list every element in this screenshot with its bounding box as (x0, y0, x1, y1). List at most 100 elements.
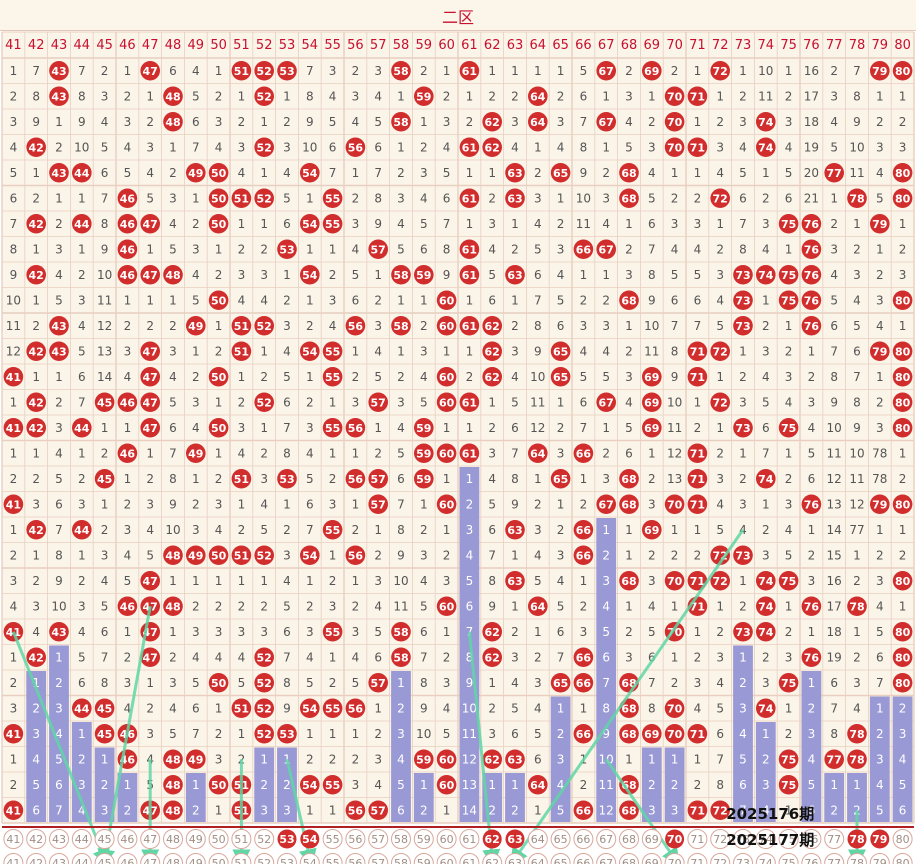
drawn-ball (892, 672, 913, 693)
miss-count: 8 (648, 701, 656, 715)
drawn-ball-number: 62 (485, 116, 500, 129)
miss-count: 17 (827, 599, 842, 613)
miss-count: 2 (124, 319, 132, 333)
drawn-ball-number: 47 (143, 396, 158, 409)
miss-count: 1 (192, 344, 200, 358)
miss-count: 3 (625, 650, 633, 664)
candidate-ball (664, 853, 685, 864)
streak-value: 1 (397, 676, 405, 690)
candidate-ball (892, 829, 913, 849)
candidate-ball (185, 829, 206, 849)
drawn-ball (642, 723, 662, 744)
miss-count: 9 (101, 242, 109, 256)
column-header-47: 47 (142, 38, 159, 53)
streak-value: 4 (602, 599, 610, 613)
drawn-ball (231, 698, 252, 719)
miss-count: 3 (557, 446, 565, 460)
drawn-ball (528, 86, 548, 107)
drawn-ball-number: 59 (416, 422, 431, 435)
miss-count: 3 (762, 676, 770, 690)
candidate-number: 74 (759, 833, 773, 846)
miss-count: 1 (488, 64, 496, 78)
drawn-ball (573, 239, 594, 260)
candidate-ball (459, 829, 480, 849)
drawn-ball (208, 545, 229, 566)
miss-count: 5 (830, 293, 838, 307)
drawn-ball-number: 74 (758, 473, 774, 486)
miss-count: 1 (32, 446, 40, 460)
candidate-ball (573, 829, 594, 849)
miss-count: 1 (169, 625, 177, 639)
drawn-ball-number: 67 (599, 498, 614, 511)
drawn-ball (231, 315, 252, 336)
miss-count: 4 (215, 650, 223, 664)
candidate-number: 71 (690, 833, 704, 846)
drawn-ball (505, 519, 525, 540)
drawn-ball-number: 54 (302, 345, 318, 358)
candidate-number: 49 (189, 857, 203, 864)
drawn-ball-number: 49 (188, 320, 203, 333)
miss-count: 3 (352, 625, 360, 639)
drawn-ball-number: 60 (439, 396, 455, 409)
miss-count: 1 (215, 701, 223, 715)
miss-count: 1 (466, 344, 474, 358)
drawn-ball-number: 44 (74, 218, 90, 231)
miss-count: 7 (283, 421, 291, 435)
drawn-ball (140, 570, 160, 591)
streak-value: 3 (671, 803, 679, 817)
drawn-ball (72, 519, 92, 540)
drawn-ball (870, 494, 890, 515)
candidate-ball (824, 829, 845, 849)
miss-count: 7 (283, 650, 291, 664)
miss-count: 2 (853, 650, 861, 664)
streak-value: 2 (55, 676, 63, 690)
drawn-ball-number: 75 (781, 753, 796, 766)
drawn-ball (231, 341, 252, 362)
column-header-60: 60 (438, 38, 455, 53)
miss-count: 3 (260, 268, 268, 282)
miss-count: 1 (10, 752, 18, 766)
drawn-ball-number: 56 (348, 473, 364, 486)
miss-count: 1 (169, 140, 177, 154)
drawn-ball (117, 596, 138, 617)
drawn-ball-number: 64 (530, 116, 546, 129)
drawn-ball (756, 621, 776, 642)
miss-count: 4 (420, 370, 428, 384)
miss-count: 1 (785, 319, 793, 333)
drawn-ball (322, 188, 343, 209)
miss-count: 2 (306, 599, 314, 613)
miss-count: 2 (420, 64, 428, 78)
candidate-number: 41 (6, 833, 20, 846)
miss-count: 5 (352, 676, 360, 690)
drawn-ball-number: 42 (29, 141, 44, 154)
drawn-ball (847, 596, 867, 617)
miss-count: 3 (192, 625, 200, 639)
miss-count: 1 (671, 599, 679, 613)
drawn-ball (892, 162, 913, 183)
miss-count: 3 (580, 319, 588, 333)
miss-count: 3 (739, 115, 747, 129)
drawn-ball (436, 443, 457, 464)
miss-count: 3 (352, 89, 360, 103)
miss-count: 2 (352, 523, 360, 537)
drawn-ball (459, 443, 480, 464)
drawn-ball (459, 392, 480, 413)
candidate-ball (550, 853, 571, 864)
drawn-ball-number: 75 (781, 422, 796, 435)
drawn-ball-number: 80 (895, 575, 911, 588)
candidate-ball (254, 853, 275, 864)
candidate-ball (619, 853, 639, 864)
drawn-ball-number: 62 (485, 141, 500, 154)
drawn-ball (619, 774, 639, 795)
miss-count: 3 (625, 268, 633, 282)
miss-count: 3 (238, 140, 246, 154)
candidate-number: 45 (98, 857, 112, 864)
streak-value: 2 (283, 778, 291, 792)
miss-count: 7 (694, 319, 702, 333)
miss-count: 11 (667, 421, 682, 435)
miss-count: 1 (511, 599, 519, 613)
miss-count: 3 (146, 140, 154, 154)
candidate-number: 75 (782, 857, 796, 864)
drawn-ball-number: 66 (576, 804, 592, 817)
miss-count: 1 (146, 89, 154, 103)
